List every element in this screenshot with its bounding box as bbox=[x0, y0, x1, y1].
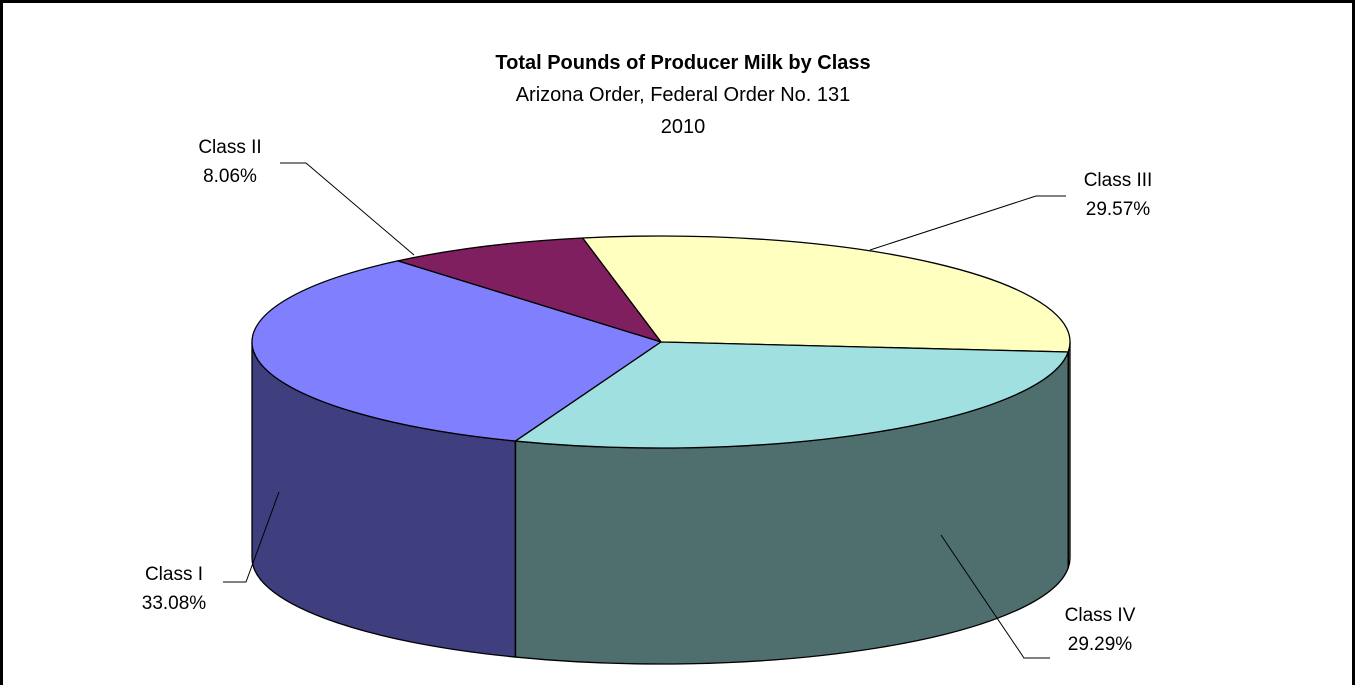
slice-label-value-class-iv: 29.29% bbox=[1068, 634, 1133, 655]
leader-line-class-ii bbox=[280, 162, 415, 256]
chart-subtitle-line-2: 2010 bbox=[661, 116, 706, 138]
leader-line-class-iii bbox=[869, 195, 1066, 251]
pie-slice-class-iii bbox=[581, 235, 1071, 353]
slice-label-name-class-iv: Class IV bbox=[1065, 605, 1136, 626]
pie-tops bbox=[251, 235, 1071, 449]
pie-leader-lines bbox=[223, 162, 1066, 659]
chart-subtitle-line-1: Arizona Order, Federal Order No. 131 bbox=[516, 84, 851, 106]
slice-label-name-class-iii: Class III bbox=[1084, 170, 1153, 191]
pie-slice-class-ii bbox=[397, 237, 662, 343]
slice-label-name-class-ii: Class II bbox=[198, 137, 261, 158]
pie-labels: Class I 33.08% Class II 8.06% Class III 29.57… bbox=[142, 137, 1153, 655]
chart-title: Total Pounds of Producer Milk by Class bbox=[495, 52, 870, 74]
leader-line-class-i bbox=[223, 491, 280, 583]
slice-label-value-class-iii: 29.57% bbox=[1086, 199, 1151, 220]
leader-line-class-iv bbox=[940, 534, 1050, 659]
pie-sides bbox=[251, 341, 1071, 665]
slice-label-value-class-ii: 8.06% bbox=[203, 166, 257, 187]
slice-label-value-class-i: 33.08% bbox=[142, 593, 207, 614]
pie-slice-class-i bbox=[251, 260, 662, 442]
pie-slice-class-iv bbox=[514, 341, 1069, 449]
slice-label-name-class-i: Class I bbox=[145, 564, 203, 585]
